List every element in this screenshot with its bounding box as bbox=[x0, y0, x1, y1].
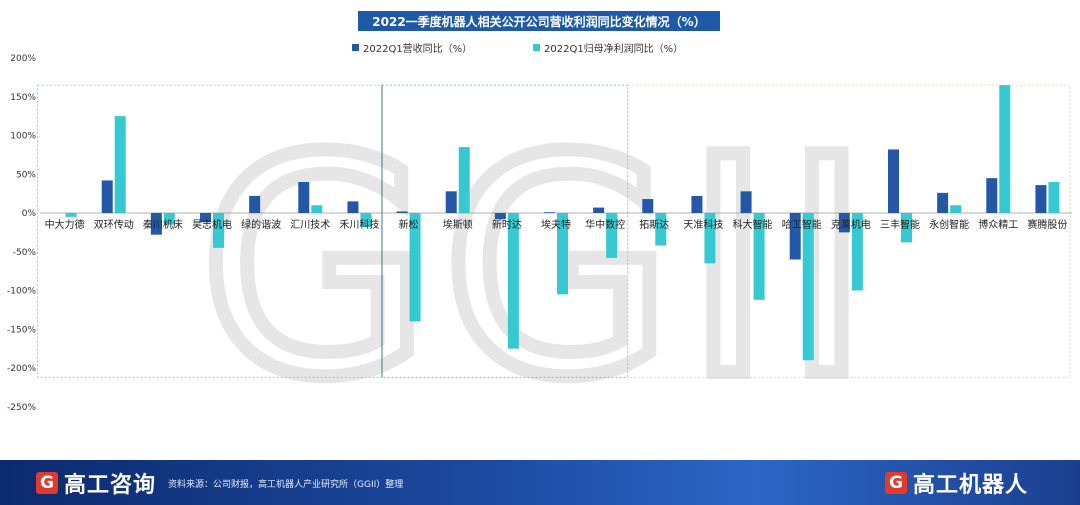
bar-revenue bbox=[1035, 185, 1047, 213]
bar-revenue bbox=[593, 207, 605, 213]
bar-profit bbox=[851, 213, 863, 291]
bar-revenue bbox=[200, 213, 211, 223]
bar-chart: GGII 200% 150% 100% 50% 0% -50% -100% -150% -200%… bbox=[7, 54, 1072, 450]
x-tick-label: 哈工智能 bbox=[782, 218, 822, 231]
y-tick-label: -200% bbox=[7, 364, 36, 374]
x-tick-label: 禾川科技 bbox=[339, 218, 379, 231]
x-tick-label: 昊志机电 bbox=[192, 218, 232, 231]
x-tick-label: 秦川机床 bbox=[143, 218, 183, 231]
x-tick-label: 埃斯顿 bbox=[443, 218, 473, 231]
bar-profit bbox=[655, 213, 667, 246]
bar-profit bbox=[704, 213, 716, 264]
bar-profit bbox=[163, 213, 175, 225]
bar-revenue bbox=[494, 213, 506, 220]
bar-profit bbox=[360, 213, 372, 227]
chart-title: 2022一季度机器人相关公开公司营收利润同比变化情况（%） bbox=[358, 11, 720, 31]
y-tick-label: 0% bbox=[22, 209, 37, 219]
logo-mark-left: G bbox=[36, 472, 58, 494]
y-tick-label: 150% bbox=[10, 93, 36, 103]
bar-profit bbox=[213, 213, 224, 248]
x-tick-label: 拓斯达 bbox=[639, 218, 669, 231]
y-tick-label: 100% bbox=[10, 132, 36, 142]
source-note: 资料来源：公司财报，高工机器人产业研究所（GGII）整理 bbox=[168, 480, 404, 490]
bar-revenue bbox=[691, 195, 703, 213]
group-box-components bbox=[37, 84, 383, 378]
x-tick-label: 赛腾股份 bbox=[1027, 218, 1067, 231]
x-tick-label: 埃夫特 bbox=[541, 218, 571, 231]
x-tick-label: 华中数控 bbox=[585, 218, 625, 231]
bar-revenue bbox=[838, 213, 850, 233]
bar-profit bbox=[753, 213, 765, 300]
y-tick-label: -50% bbox=[13, 248, 37, 258]
x-tick-label: 永创智能 bbox=[929, 218, 969, 231]
bar-revenue bbox=[544, 212, 555, 213]
gg-consulting-logo: G 高工咨询 bbox=[36, 468, 156, 498]
bar-profit bbox=[950, 205, 962, 213]
bar-profit bbox=[557, 213, 568, 295]
x-tick-label: 中大力德 bbox=[45, 218, 85, 231]
bar-profit bbox=[606, 213, 618, 258]
bar-revenue bbox=[642, 199, 654, 213]
y-tick-label: -250% bbox=[7, 403, 36, 413]
x-tick-label: 科大智能 bbox=[733, 218, 773, 231]
y-tick-label: 50% bbox=[16, 170, 36, 180]
legend-item-revenue: 2022Q1营收同比（%） bbox=[352, 40, 472, 55]
logo-text-left: 高工咨询 bbox=[64, 473, 157, 498]
group-box-integrators bbox=[627, 84, 1071, 378]
gg-robot-logo: G 高工机器人 bbox=[885, 468, 1028, 498]
y-tick-label: -150% bbox=[7, 325, 36, 335]
x-tick-label: 双环传动 bbox=[94, 219, 134, 231]
legend-swatch-revenue bbox=[352, 44, 359, 51]
bar-revenue bbox=[101, 180, 113, 213]
bar-revenue bbox=[986, 178, 998, 213]
y-tick-label: 200% bbox=[10, 54, 36, 64]
bar-revenue bbox=[347, 201, 359, 213]
x-tick-label: 克莱机电 bbox=[831, 218, 871, 231]
bar-profit bbox=[114, 116, 126, 213]
bar-revenue bbox=[888, 149, 899, 213]
bar-revenue bbox=[150, 213, 162, 235]
x-tick-label: 新松 bbox=[399, 218, 419, 231]
bar-profit bbox=[409, 213, 421, 322]
bar-revenue bbox=[396, 211, 408, 213]
x-tick-label: 天准科技 bbox=[683, 218, 723, 231]
bar-revenue bbox=[298, 182, 310, 213]
watermark-text: GGII bbox=[199, 94, 881, 443]
bar-revenue bbox=[740, 191, 752, 213]
bar-profit bbox=[901, 213, 912, 243]
legend-label-profit: 2022Q1归母净利润同比（%） bbox=[544, 44, 684, 55]
bar-revenue bbox=[249, 195, 261, 213]
x-tick-label: 三丰智能 bbox=[880, 218, 920, 231]
bar-revenue bbox=[937, 192, 949, 213]
x-tick-label: 汇川技术 bbox=[290, 218, 330, 231]
y-tick-label: -100% bbox=[7, 287, 36, 297]
legend: 2022Q1营收同比（%） 2022Q1归母净利润同比（%） bbox=[0, 40, 1080, 56]
bar-profit bbox=[507, 213, 519, 349]
bar-profit bbox=[458, 147, 470, 213]
legend-swatch-profit bbox=[533, 44, 540, 51]
logo-text-right: 高工机器人 bbox=[913, 473, 1029, 498]
legend-item-profit: 2022Q1归母净利润同比（%） bbox=[533, 40, 683, 55]
logo-mark-right: G bbox=[885, 472, 907, 494]
x-tick-label: 新时达 bbox=[492, 218, 522, 231]
bar-revenue bbox=[445, 191, 457, 213]
bar-profit bbox=[1048, 182, 1060, 213]
bar-profit bbox=[65, 213, 77, 217]
bar-profit bbox=[311, 205, 323, 213]
bar-revenue bbox=[789, 213, 801, 260]
footer-banner: G 高工咨询 资料来源：公司财报，高工机器人产业研究所（GGII）整理 G 高工… bbox=[0, 460, 1080, 505]
bar-profit bbox=[802, 213, 814, 361]
x-tick-label: 绿的谐波 bbox=[241, 218, 281, 231]
x-tick-label: 博众精工 bbox=[978, 218, 1018, 231]
bar-profit bbox=[999, 85, 1011, 213]
legend-label-revenue: 2022Q1营收同比（%） bbox=[363, 44, 473, 55]
